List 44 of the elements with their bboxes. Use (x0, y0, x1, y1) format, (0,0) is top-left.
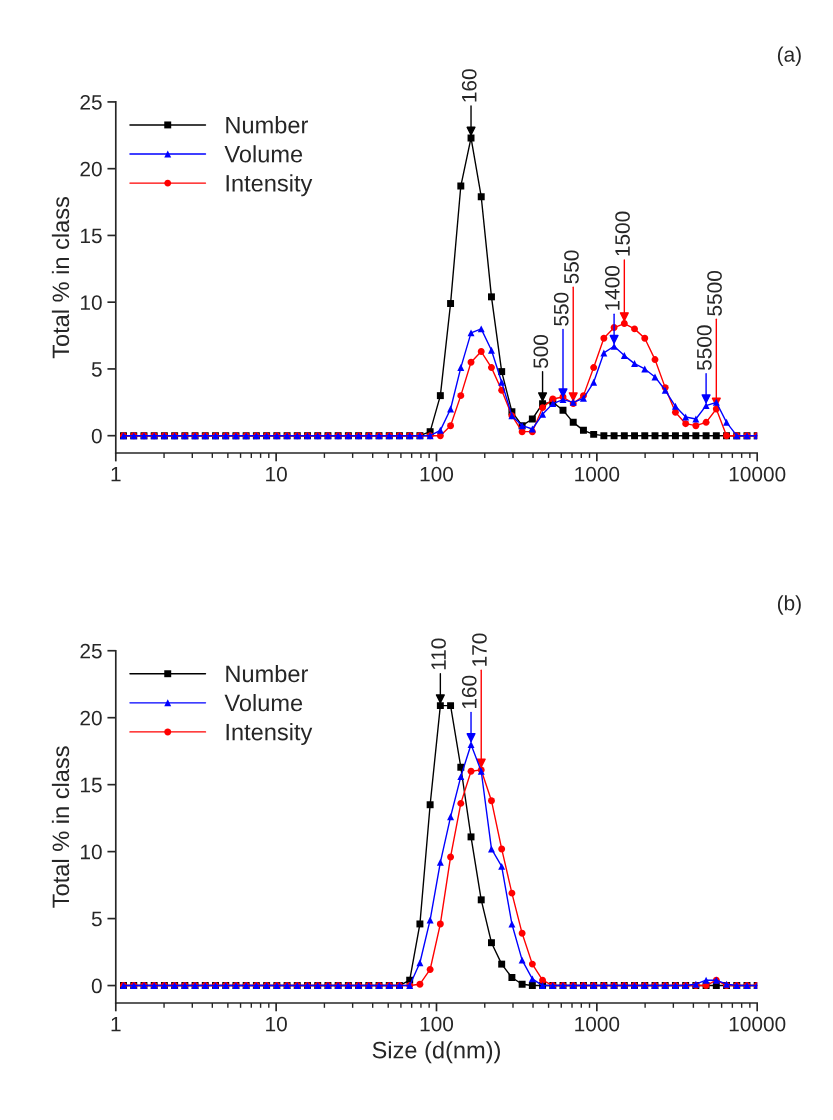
x-tick-label: 1000 (575, 466, 620, 482)
x-tick-label: 100 (420, 1016, 454, 1032)
legend-label: Intensity (226, 723, 313, 746)
y-tick-label: 15 (81, 777, 102, 793)
text: (a) (777, 46, 801, 66)
x-tick-label: 100 (420, 466, 454, 482)
y-axis-title: Total % in class (51, 196, 70, 359)
x-tick-label: 10 (266, 466, 287, 482)
x-tick-label: 1000 (575, 1016, 620, 1032)
y-axis-title: Total % in class (51, 746, 70, 908)
annotation: 1500 (615, 211, 630, 256)
x-axis-title: Size (d(nm)) (372, 1041, 500, 1064)
y-tick-label: 0 (91, 428, 102, 444)
annotation: 160 (461, 69, 477, 102)
annotation: 550 (564, 250, 579, 284)
annotation: 5500 (707, 271, 722, 316)
y-tick-label: 5 (91, 362, 102, 377)
y-tick-label: 0 (91, 978, 102, 994)
annotation: 170 (472, 633, 487, 666)
y-tick-label: 20 (80, 161, 102, 177)
annotation: 1400 (604, 265, 620, 310)
annotation: 5500 (696, 325, 712, 371)
x-tick-label: 10000 (729, 466, 786, 482)
text: (b) (777, 595, 801, 615)
legend-label: Volume (224, 145, 303, 163)
y-tick-label: 15 (81, 228, 102, 244)
y-tick-label: 20 (80, 710, 102, 726)
x-tick-label: 1 (111, 467, 121, 482)
annotation: 110 (431, 638, 446, 670)
annotation: 550 (553, 292, 569, 326)
legend-label: Number (226, 116, 308, 134)
annotation: 500 (533, 334, 549, 369)
y-tick-label: 10 (81, 844, 102, 860)
legend-label: Number (226, 664, 308, 683)
x-tick-label: 1 (111, 1016, 121, 1032)
x-tick-label: 10 (266, 1016, 287, 1032)
legend-label: Intensity (226, 174, 313, 197)
legend-label: Volume (224, 693, 303, 712)
x-tick-label: 10000 (729, 1016, 786, 1032)
y-tick-label: 5 (91, 911, 102, 927)
y-tick-label: 25 (80, 94, 102, 110)
y-tick-label: 10 (81, 295, 102, 310)
annotation: 160 (461, 675, 477, 709)
y-tick-label: 25 (80, 643, 102, 659)
